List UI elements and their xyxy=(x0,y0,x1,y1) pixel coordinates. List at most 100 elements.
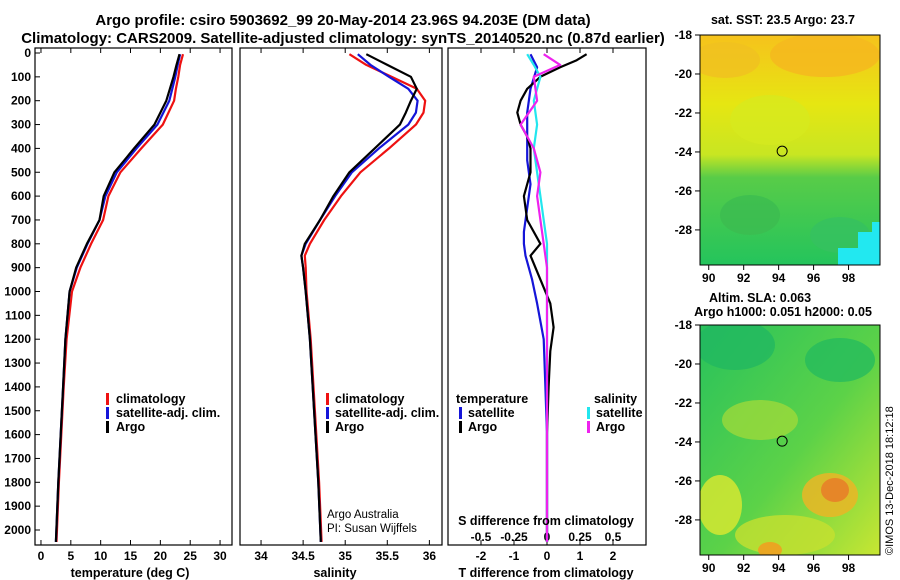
depth-tick-label: 1400 xyxy=(4,380,31,394)
temperature-tick-label: 5 xyxy=(67,549,74,563)
argo-position-marker xyxy=(776,145,788,157)
legend-title-temperature: temperature xyxy=(456,392,528,406)
longitude-tick-label: 90 xyxy=(702,271,716,285)
depth-tick-label: 100 xyxy=(11,70,31,84)
salinity-tick-label: 36 xyxy=(423,549,437,563)
difference-panel: -2 -1 0 1 2 -0.5 -0.25 0 0.25 0.5 T difference f… xyxy=(447,47,647,580)
t-difference-tick-label: -2 xyxy=(476,549,487,563)
legend-label-climatology: climatology xyxy=(335,392,405,406)
sla-map-frame xyxy=(699,324,881,556)
sla-heatmap xyxy=(700,325,880,555)
longitude-tick-label: 94 xyxy=(772,271,786,285)
sla-map-subtitle: Argo h1000: 0.051 h2000: 0.05 xyxy=(694,305,872,319)
legend-swatch-climatology xyxy=(326,393,329,405)
depth-tick-label: 300 xyxy=(11,118,31,132)
sst-map-frame xyxy=(699,34,881,266)
temperature-tick-label: 30 xyxy=(213,549,227,563)
longitude-tick-label: 92 xyxy=(737,561,751,575)
sst-map-title: sat. SST: 23.5 Argo: 23.7 xyxy=(711,13,855,27)
depth-tick-label: 2000 xyxy=(4,523,31,537)
credit-line-2: PI: Susan Wijffels xyxy=(327,523,417,535)
legend-label-argo: Argo xyxy=(116,420,146,434)
latitude-tick-label: -26 xyxy=(675,474,693,488)
depth-tick-label: 800 xyxy=(11,237,31,251)
longitude-tick-label: 94 xyxy=(772,561,786,575)
s-difference-axis-label: S difference from climatology xyxy=(458,514,634,528)
legend-swatch-satellite xyxy=(106,407,109,419)
depth-tick-label: 700 xyxy=(11,213,31,227)
legend-swatch-satellite xyxy=(326,407,329,419)
difference-line-temperature-satellite xyxy=(522,53,549,542)
t-difference-tick-label: 0 xyxy=(544,549,551,563)
legend-swatch-argo xyxy=(326,421,329,433)
temperature-tick-label: 0 xyxy=(38,549,45,563)
depth-tick-label: 500 xyxy=(11,165,31,179)
salinity-tick-label: 34 xyxy=(254,549,268,563)
credit-line-1: Argo Australia xyxy=(327,509,399,521)
temperature-line-argo xyxy=(54,53,181,542)
depth-tick-label: 400 xyxy=(11,141,31,155)
legend-swatch-sal-satellite xyxy=(587,407,590,419)
depth-tick-label: 900 xyxy=(11,261,31,275)
depth-tick-label: 1700 xyxy=(4,451,31,465)
longitude-tick-label: 98 xyxy=(842,271,856,285)
difference-legend: temperature satellite Argo salinity sate… xyxy=(456,392,643,434)
longitude-tick-label: 96 xyxy=(807,561,821,575)
depth-tick-label: 1100 xyxy=(5,308,31,322)
legend-swatch-climatology xyxy=(106,393,109,405)
latitude-tick-label: -18 xyxy=(675,28,693,42)
salinity-legend: climatology satellite-adj. clim. Argo xyxy=(326,392,439,434)
salinity-axis-label: salinity xyxy=(313,566,356,580)
s-difference-tick-label: -0.5 xyxy=(471,530,492,544)
depth-tick-label: 1300 xyxy=(4,356,31,370)
depth-tick-label: 1200 xyxy=(4,332,31,346)
sst-heatmap xyxy=(700,35,880,265)
longitude-tick-label: 98 xyxy=(842,561,856,575)
s-difference-tick-label: 0.25 xyxy=(568,530,592,544)
longitude-tick-label: 92 xyxy=(737,271,751,285)
salinity-tick-label: 34.5 xyxy=(291,549,315,563)
temperature-plot-frame xyxy=(34,47,233,546)
difference-line-salinity-argo xyxy=(519,53,562,542)
latitude-tick-label: -26 xyxy=(675,184,693,198)
legend-label-satellite: satellite-adj. clim. xyxy=(335,406,439,420)
depth-tick-label: 1600 xyxy=(4,428,31,442)
latitude-tick-label: -18 xyxy=(675,318,693,332)
longitude-tick-label: 96 xyxy=(807,271,821,285)
temperature-tick-label: 20 xyxy=(154,549,168,563)
temperature-tick-label: 25 xyxy=(184,549,198,563)
salinity-line-argo xyxy=(300,53,418,542)
depth-tick-label: 200 xyxy=(11,94,31,108)
sla-map-panel: Altim. SLA: 0.063 Argo h1000: 0.051 h200… xyxy=(675,291,881,575)
legend-label-satellite: satellite-adj. clim. xyxy=(116,406,220,420)
depth-tick-label: 1500 xyxy=(4,404,31,418)
latitude-tick-label: -22 xyxy=(675,106,693,120)
legend-swatch-temp-satellite xyxy=(459,407,462,419)
latitude-tick-label: -28 xyxy=(675,223,693,237)
sst-map-panel: sat. SST: 23.5 Argo: 23.7 90 92 94 96 98 -18… xyxy=(675,13,881,285)
t-difference-tick-label: -1 xyxy=(509,549,520,563)
depth-tick-label: 0 xyxy=(24,46,31,60)
legend-swatch-sal-argo xyxy=(587,421,590,433)
s-difference-tick-label: -0.25 xyxy=(500,530,528,544)
salinity-tick-label: 35.5 xyxy=(376,549,400,563)
figure-title: Argo profile: csiro 5903692_99 20-May-20… xyxy=(95,12,590,29)
temperature-tick-label: 15 xyxy=(124,549,138,563)
temperature-legend: climatology satellite-adj. clim. Argo xyxy=(106,392,220,434)
t-difference-tick-label: 1 xyxy=(577,549,584,563)
salinity-panel: 34 34.5 35 35.5 36 salinity climatology sate… xyxy=(239,47,443,580)
legend-swatch-temp-argo xyxy=(459,421,462,433)
figure-subtitle: Climatology: CARS2009. Satellite-adjuste… xyxy=(21,30,665,47)
legend-label-sal-satellite: satellite xyxy=(596,406,643,420)
legend-label-temp-satellite: satellite xyxy=(468,406,515,420)
latitude-tick-label: -28 xyxy=(675,513,693,527)
t-difference-tick-label: 2 xyxy=(610,549,617,563)
temperature-tick-label: 10 xyxy=(94,549,108,563)
s-difference-tick-label: 0.5 xyxy=(605,530,622,544)
salinity-tick-label: 35 xyxy=(339,549,353,563)
temperature-axis-label: temperature (deg C) xyxy=(71,566,190,580)
latitude-tick-label: -24 xyxy=(675,435,693,449)
legend-label-sal-argo: Argo xyxy=(596,420,626,434)
salinity-plot-frame xyxy=(239,47,443,546)
